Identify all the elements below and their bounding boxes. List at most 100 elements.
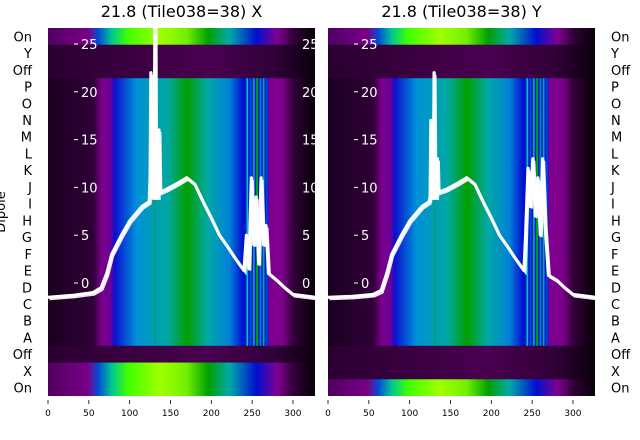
row-label: F xyxy=(25,248,32,263)
heatmap-row-n xyxy=(48,111,315,129)
heatmap-stripe xyxy=(532,262,535,280)
heatmap-stripe xyxy=(246,312,249,330)
heatmap-stripe xyxy=(262,312,265,330)
heatmap-stripe xyxy=(526,111,529,129)
heatmap-row-a xyxy=(328,329,595,347)
heatmap-stripe xyxy=(542,295,545,313)
heatmap-stripe xyxy=(154,245,156,263)
heatmap-stripe xyxy=(546,295,548,313)
row-label: E xyxy=(24,265,32,280)
heatmap-stripe xyxy=(526,128,529,146)
heatmap-stripe xyxy=(542,145,545,163)
heatmap-stripe xyxy=(546,94,548,113)
heatmap-stripe xyxy=(262,278,265,297)
heatmap-stripe xyxy=(256,178,259,196)
heatmap-stripe xyxy=(539,295,542,313)
heatmap-stripe xyxy=(542,312,545,330)
heatmap-stripe xyxy=(252,145,255,163)
overlay-ytick-label: 25 xyxy=(361,38,378,53)
heatmap-row-e xyxy=(328,262,595,280)
heatmap-stripe xyxy=(536,295,539,313)
row-label: E xyxy=(611,265,619,280)
overlay-ytick-label: 10 xyxy=(361,181,378,196)
heatmap-stripe xyxy=(262,145,265,163)
heatmap-row-y xyxy=(328,44,595,62)
y-axis-label: Dipole xyxy=(0,191,9,232)
heatmap-stripe xyxy=(536,329,539,347)
heatmap-stripe xyxy=(539,145,542,163)
heatmap-stripe xyxy=(249,278,252,297)
row-label: X xyxy=(23,365,32,380)
heatmap-stripe xyxy=(526,295,529,313)
heatmap-stripe xyxy=(526,94,529,113)
heatmap-stripe xyxy=(536,278,539,297)
heatmap-row-y xyxy=(48,44,315,62)
heatmap-stripe xyxy=(526,312,529,330)
heatmap-stripe xyxy=(529,94,532,113)
heatmap-stripe xyxy=(532,245,535,263)
heatmap-stripe xyxy=(434,312,436,330)
heatmap-stripe xyxy=(249,128,252,146)
heatmap-stripe xyxy=(266,212,268,230)
xtick-label: 250 xyxy=(524,409,541,419)
row-label: O xyxy=(22,97,32,112)
heatmap-stripe xyxy=(546,111,548,129)
heatmap-row-d xyxy=(48,278,315,297)
heatmap-stripe xyxy=(246,262,249,280)
heatmap-stripe xyxy=(434,195,436,213)
heatmap-stripe xyxy=(259,262,262,280)
heatmap-stripe xyxy=(536,94,539,113)
heatmap-stripe xyxy=(529,128,532,146)
heatmap-stripe xyxy=(249,262,252,280)
heatmap-row-on xyxy=(48,379,315,396)
heatmap-stripe xyxy=(542,94,545,113)
heatmap-stripe xyxy=(259,145,262,163)
heatmap-stripe xyxy=(542,329,545,347)
heatmap-stripe xyxy=(246,329,249,347)
row-label: On xyxy=(611,30,629,45)
heatmap-stripe xyxy=(434,278,436,297)
heatmap-row-off xyxy=(328,345,595,364)
heatmap-stripe xyxy=(252,295,255,313)
xtick-label: 150 xyxy=(162,409,179,419)
row-label: B xyxy=(611,315,620,330)
row-label: G xyxy=(22,231,32,246)
heatmap-stripe xyxy=(249,111,252,129)
heatmap-stripe xyxy=(526,329,529,347)
row-label: L xyxy=(25,147,33,162)
row-label: I xyxy=(611,198,615,213)
heatmap-stripe xyxy=(246,212,249,230)
overlay-ytick-label: 0 xyxy=(81,277,89,292)
heatmap-stripe xyxy=(536,312,539,330)
heatmap-stripe xyxy=(246,94,249,113)
heatmap-stripe xyxy=(539,278,542,297)
heatmap-stripe xyxy=(542,278,545,297)
overlay-ytick-label: 10 xyxy=(81,181,98,196)
heatmap-stripe xyxy=(249,78,252,96)
heatmap-stripe xyxy=(542,78,545,96)
row-label: C xyxy=(23,298,32,313)
overlay-ytick-label: 25 xyxy=(81,38,98,53)
heatmap-stripe xyxy=(154,312,156,330)
heatmap-row-b xyxy=(48,312,315,330)
heatmap-stripe xyxy=(526,278,529,297)
heatmap-row-m xyxy=(328,128,595,146)
xtick-label: 300 xyxy=(564,409,581,419)
row-label: M xyxy=(611,131,622,146)
heatmap-stripe xyxy=(154,329,156,347)
heatmap-row-c xyxy=(328,295,595,313)
row-label: H xyxy=(22,214,32,229)
heatmap-stripe xyxy=(256,78,259,96)
heatmap-stripe xyxy=(252,161,255,180)
heatmap-stripe xyxy=(246,161,249,180)
heatmap-stripe xyxy=(526,145,529,163)
heatmap-stripe xyxy=(542,128,545,146)
xtick-label: 50 xyxy=(83,409,95,419)
row-label: D xyxy=(611,281,621,296)
heatmap-row-o xyxy=(328,94,595,113)
heatmap-stripe xyxy=(539,245,542,263)
heatmap-stripe xyxy=(539,329,542,347)
heatmap-stripe xyxy=(252,94,255,113)
heatmap-stripe xyxy=(539,128,542,146)
